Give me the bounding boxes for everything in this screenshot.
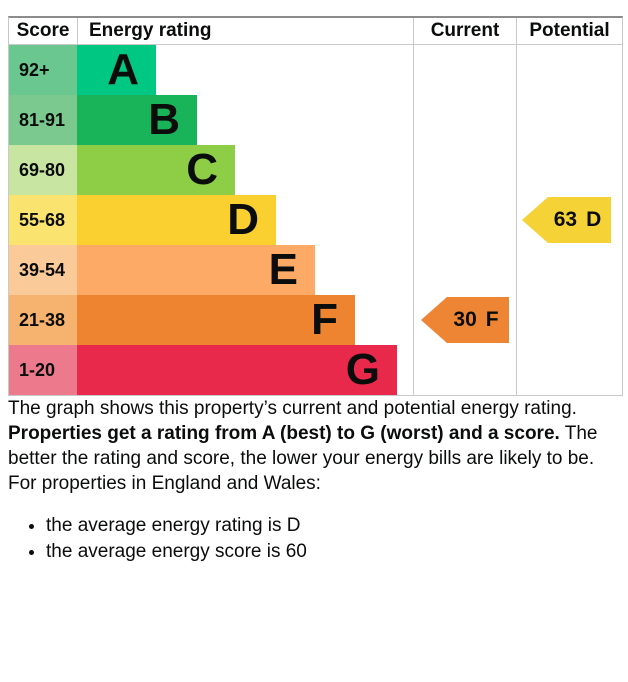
- current-score-value: 30: [453, 308, 477, 331]
- description-rating-explainer: Properties get a rating from A (best) to…: [8, 421, 622, 471]
- band-letter: B: [148, 95, 180, 144]
- energy-band-bar-a: A: [77, 45, 156, 95]
- chart-header-row: Score Energy rating Current Potential: [9, 18, 622, 45]
- score-range-label: 39-54: [9, 245, 77, 295]
- average-score-item: the average energy score is 60: [46, 539, 628, 565]
- energy-band-bar-e: E: [77, 245, 315, 295]
- score-range-label: 21-38: [9, 295, 77, 345]
- band-letter: A: [107, 45, 139, 94]
- band-row-a: 92+ A: [9, 45, 622, 95]
- energy-band-bar-f: F: [77, 295, 355, 345]
- column-header-potential: Potential: [516, 18, 622, 44]
- average-rating-item: the average energy rating is D: [46, 513, 628, 539]
- band-row-b: 81-91 B: [9, 95, 622, 145]
- band-row-d: 55-68 D: [9, 195, 622, 245]
- score-range-label: 1-20: [9, 345, 77, 395]
- energy-rating-chart: Score Energy rating Current Potential 92…: [8, 16, 623, 396]
- band-row-e: 39-54 E: [9, 245, 622, 295]
- band-row-g: 1-20 G: [9, 345, 622, 395]
- band-letter: D: [227, 195, 259, 244]
- band-letter: G: [345, 345, 380, 394]
- current-band-letter: F: [485, 308, 499, 331]
- score-range-label: 81-91: [9, 95, 77, 145]
- energy-band-bar-c: C: [77, 145, 235, 195]
- averages-list: the average energy rating is D the avera…: [8, 513, 628, 565]
- band-letter: E: [268, 245, 298, 294]
- energy-band-bar-g: G: [77, 345, 397, 395]
- epc-page: Score Energy rating Current Potential 92…: [0, 0, 628, 565]
- potential-band-letter: D: [586, 208, 602, 231]
- rating-explainer-rest: The better the rating and score, the low…: [8, 423, 598, 469]
- description-intro: The graph shows this property’s current …: [8, 398, 577, 419]
- potential-column-divider: [516, 45, 517, 395]
- current-column-divider: [413, 45, 414, 395]
- score-range-label: 55-68: [9, 195, 77, 245]
- column-header-current: Current: [413, 18, 516, 44]
- column-header-score: Score: [16, 20, 70, 41]
- band-letter: F: [311, 295, 338, 344]
- score-range-label: 69-80: [9, 145, 77, 195]
- rating-explainer-bold: Properties get a rating from A (best) to…: [8, 423, 560, 444]
- score-range-label: 92+: [9, 45, 77, 95]
- energy-band-bar-d: D: [77, 195, 276, 245]
- potential-score-value: 63: [553, 208, 578, 231]
- band-row-f: 21-38 F: [9, 295, 622, 345]
- band-letter: C: [186, 145, 218, 194]
- potential-rating-arrow: 63 D: [522, 197, 611, 243]
- chart-body: 92+ A 81-91 B 69-80 C 55-68 D 39-54 E 21-38 F 1-20 G …: [9, 45, 622, 395]
- description-averages-heading: For properties in England and Wales:: [8, 473, 321, 494]
- column-header-energy-rating: Energy rating: [77, 18, 413, 44]
- band-row-c: 69-80 C: [9, 145, 622, 195]
- energy-band-bar-b: B: [77, 95, 197, 145]
- chart-description: The graph shows this property’s current …: [8, 396, 628, 565]
